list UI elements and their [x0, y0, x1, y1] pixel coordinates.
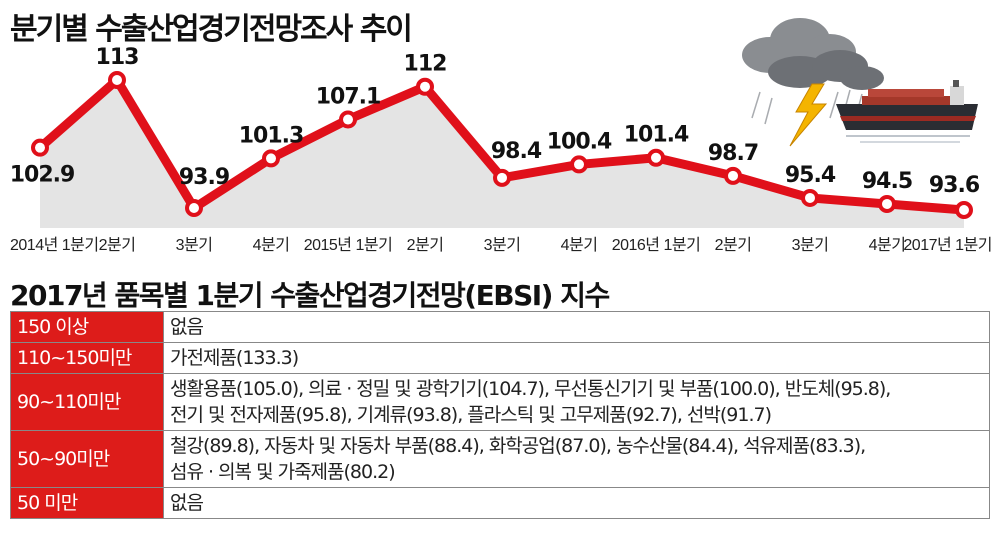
items-text: 전기 및 전자제품(95.8), 기계류(93.8), 플라스틱 및 고무제품(… [170, 404, 772, 426]
data-label: 101.4 [624, 123, 689, 148]
items-text: 생활용품(105.0), 의료 · 정밀 및 광학기기(104.7), 무선통신… [170, 378, 891, 400]
items-text: 가전제품(133.3) [170, 347, 299, 369]
data-point [570, 155, 588, 174]
range-label: 50 미만 [10, 487, 164, 519]
range-label: 50~90미만 [10, 430, 164, 488]
items-cell: 가전제품(133.3) [163, 342, 990, 374]
table-row: 90~110미만 생활용품(105.0), 의료 · 정밀 및 광학기기(104… [10, 373, 990, 431]
x-tick-label: 3분기 [176, 236, 213, 254]
items-text: 섬유 · 의복 및 가죽제품(80.2) [170, 461, 396, 483]
data-label: 94.5 [862, 169, 912, 194]
items-cell: 없음 [163, 487, 990, 519]
data-point [955, 201, 973, 219]
chart-title: 분기별 수출산업경기전망조사 추이 [10, 12, 413, 47]
table-title: 2017년 품목별 1분기 수출산업경기전망(EBSI) 지수 [10, 279, 610, 312]
data-point [493, 168, 511, 187]
x-tick-label: 4분기 [561, 236, 598, 254]
chart-area-fill [40, 80, 964, 228]
range-label: 150 이상 [10, 311, 164, 343]
x-tick-label: 2017년 1분기 [903, 236, 992, 254]
table-row: 150 이상 없음 [10, 311, 990, 343]
x-tick-label: 2분기 [407, 236, 444, 254]
x-tick-label: 2016년 1분기 [612, 236, 701, 254]
data-label: 107.1 [316, 85, 381, 110]
x-tick-label: 2분기 [715, 236, 752, 254]
data-label: 98.7 [708, 141, 758, 166]
x-tick-label: 4분기 [869, 236, 906, 254]
data-label: 113 [96, 45, 139, 70]
data-point [185, 198, 203, 217]
table-row: 50 미만 없음 [10, 487, 990, 519]
range-label: 110~150미만 [10, 342, 164, 374]
line-chart: 102.9 113 93.9 101.3 107.1 112 98.4 100.4 101.4 9… [10, 18, 993, 254]
storm-ship-illustration [742, 18, 978, 147]
x-tick-label: 2분기 [99, 236, 136, 254]
data-label: 112 [404, 52, 447, 77]
range-label: 90~110미만 [10, 373, 164, 431]
items-text: 없음 [170, 316, 204, 338]
data-point [647, 148, 665, 167]
table-row: 110~150미만 가전제품(133.3) [10, 342, 990, 374]
table-row: 50~90미만 철강(89.8), 자동차 및 자동차 부품(88.4), 화학… [10, 430, 990, 488]
ebsi-table: 150 이상 없음 110~150미만 가전제품(133.3) 90~110미만… [10, 311, 990, 519]
items-cell: 철강(89.8), 자동차 및 자동차 부품(88.4), 화학공업(87.0)… [163, 430, 990, 488]
items-text: 없음 [170, 492, 204, 514]
data-label: 102.9 [10, 163, 75, 188]
data-label: 93.6 [929, 173, 980, 198]
data-point [31, 138, 49, 157]
x-tick-label: 3분기 [484, 236, 521, 254]
data-point [878, 194, 896, 213]
data-label: 95.4 [785, 163, 836, 188]
x-tick-label: 2015년 1분기 [304, 236, 393, 254]
data-label: 98.4 [491, 139, 542, 164]
data-label: 93.9 [179, 165, 229, 190]
data-point [801, 188, 819, 207]
data-point [339, 110, 357, 129]
items-text: 철강(89.8), 자동차 및 자동차 부품(88.4), 화학공업(87.0)… [170, 435, 866, 457]
data-point [724, 166, 742, 185]
data-label: 101.3 [239, 123, 304, 148]
data-point [416, 77, 434, 96]
x-tick-label: 2014년 1분기 [10, 236, 99, 254]
x-tick-label: 4분기 [253, 236, 290, 254]
data-point [108, 71, 126, 89]
items-cell: 생활용품(105.0), 의료 · 정밀 및 광학기기(104.7), 무선통신… [163, 373, 990, 431]
data-label: 100.4 [547, 129, 612, 154]
x-tick-label: 3분기 [792, 236, 829, 254]
data-point [262, 149, 280, 168]
items-cell: 없음 [163, 311, 990, 343]
